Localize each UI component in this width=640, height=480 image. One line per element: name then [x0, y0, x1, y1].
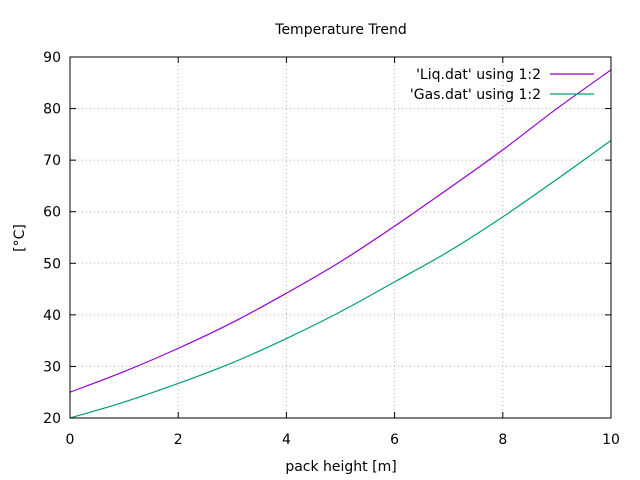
legend-label-2: 'Gas.dat' using 1:2 — [410, 87, 541, 103]
series-line-1 — [69, 69, 612, 393]
axis-ticks: 0 2 4 6 8 10 20 30 40 50 60 70 80 90 — [43, 50, 620, 448]
grid — [70, 57, 611, 418]
legend: 'Liq.dat' using 1:2 'Gas.dat' using 1:2 — [410, 67, 594, 103]
x-axis-label: pack height [m] — [285, 459, 396, 475]
y-tick-label: 70 — [43, 153, 61, 169]
legend-label-1: 'Liq.dat' using 1:2 — [416, 67, 541, 83]
x-tick-label: 8 — [498, 432, 507, 448]
x-tick-label: 4 — [282, 432, 291, 448]
series-lines — [69, 69, 612, 419]
y-tick-label: 80 — [43, 102, 61, 118]
series-line-2 — [69, 140, 612, 419]
chart-title: Temperature Trend — [274, 22, 406, 38]
plot-frame — [69, 56, 612, 419]
y-tick-label: 90 — [43, 50, 61, 66]
y-tick-label: 30 — [43, 359, 61, 375]
x-tick-label: 6 — [390, 432, 399, 448]
x-tick-label: 0 — [66, 432, 75, 448]
x-tick-label: 2 — [174, 432, 183, 448]
y-tick-label: 20 — [43, 411, 61, 427]
y-axis-label: [°C] — [12, 224, 28, 252]
y-tick-label: 60 — [43, 205, 61, 221]
y-tick-label: 40 — [43, 308, 61, 324]
x-tick-label: 10 — [602, 432, 620, 448]
y-tick-label: 50 — [43, 256, 61, 272]
